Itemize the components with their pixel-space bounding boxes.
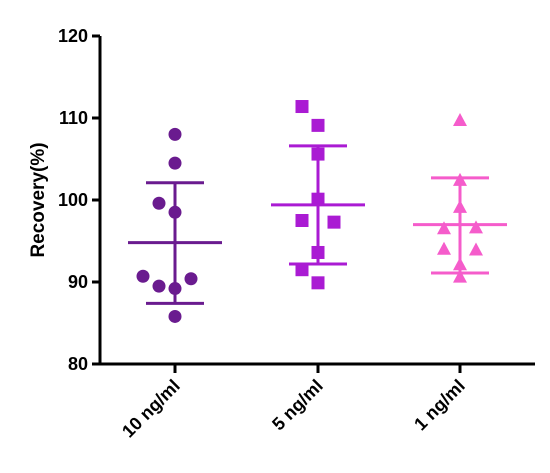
data-point xyxy=(136,269,150,283)
data-point xyxy=(453,269,467,283)
data-point xyxy=(168,156,182,170)
data-point xyxy=(311,118,325,132)
y-tick-label: 90 xyxy=(68,272,88,292)
x-tick-label: 5 ng/ml xyxy=(268,376,327,435)
data-point xyxy=(152,196,166,210)
data-point xyxy=(295,263,309,277)
series-circle xyxy=(128,127,222,323)
data-point xyxy=(295,100,309,114)
data-point xyxy=(327,215,341,229)
y-axis-title: Recovery(%) xyxy=(28,142,49,257)
series-square xyxy=(271,100,365,290)
data-point xyxy=(168,309,182,323)
data-point xyxy=(437,241,451,255)
data-series xyxy=(128,100,507,323)
data-point xyxy=(453,112,467,126)
data-point xyxy=(469,220,483,234)
series-triangle xyxy=(413,112,507,283)
y-tick-label: 110 xyxy=(59,108,88,128)
data-point xyxy=(311,276,325,290)
data-point xyxy=(295,214,309,227)
data-point xyxy=(469,242,483,256)
data-point xyxy=(184,272,198,286)
data-point xyxy=(168,127,182,141)
data-point xyxy=(152,279,166,293)
y-tick-label: 80 xyxy=(68,354,88,374)
x-ticks: 10 ng/ml 5 ng/ml 1 ng/ml xyxy=(118,364,469,441)
y-tick-label: 100 xyxy=(58,190,88,210)
y-tick-label: 120 xyxy=(58,26,88,46)
y-ticks: 80 90 100 110 120 xyxy=(58,26,100,374)
data-point xyxy=(437,221,451,235)
x-tick-label: 1 ng/ml xyxy=(410,376,469,435)
x-tick-label: 10 ng/ml xyxy=(118,376,184,442)
